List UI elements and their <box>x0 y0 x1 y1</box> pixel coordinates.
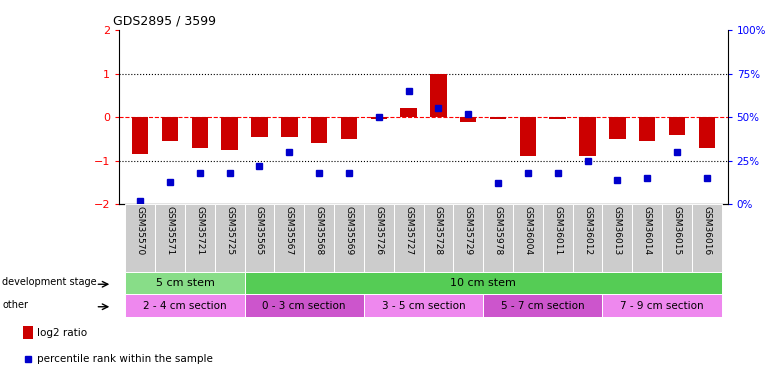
Bar <box>698 117 715 148</box>
Bar <box>126 204 155 272</box>
Bar <box>692 204 721 272</box>
Text: 5 - 7 cm section: 5 - 7 cm section <box>501 301 584 310</box>
Bar <box>454 204 483 272</box>
Bar <box>490 117 506 119</box>
Bar <box>393 204 424 272</box>
Text: GSM36016: GSM36016 <box>702 206 711 255</box>
Bar <box>520 117 536 156</box>
Bar <box>126 294 245 317</box>
Bar <box>370 117 387 119</box>
Text: GSM36015: GSM36015 <box>672 206 681 255</box>
Text: 5 cm stem: 5 cm stem <box>156 278 214 288</box>
Text: GSM36011: GSM36011 <box>553 206 562 255</box>
Text: GSM35568: GSM35568 <box>315 206 323 255</box>
Text: GSM35567: GSM35567 <box>285 206 294 255</box>
Text: GSM35726: GSM35726 <box>374 206 383 255</box>
Bar <box>126 272 245 294</box>
Text: GSM35729: GSM35729 <box>464 206 473 255</box>
Bar <box>274 204 304 272</box>
Bar <box>364 294 483 317</box>
Text: GSM35569: GSM35569 <box>344 206 353 255</box>
Bar <box>162 117 178 141</box>
Bar <box>364 204 393 272</box>
Text: 3 - 5 cm section: 3 - 5 cm section <box>382 301 465 310</box>
Text: GSM35571: GSM35571 <box>166 206 175 255</box>
Bar <box>639 117 655 141</box>
Bar <box>430 74 447 117</box>
Bar <box>155 204 185 272</box>
Bar <box>341 117 357 139</box>
Bar <box>662 204 692 272</box>
Bar <box>579 117 596 156</box>
Bar <box>245 272 721 294</box>
Bar <box>424 204 454 272</box>
Bar <box>602 204 632 272</box>
Text: GSM35978: GSM35978 <box>494 206 503 255</box>
Bar <box>304 204 334 272</box>
Bar <box>185 204 215 272</box>
Text: GDS2895 / 3599: GDS2895 / 3599 <box>113 15 216 27</box>
Text: development stage: development stage <box>2 277 97 287</box>
Text: GSM35721: GSM35721 <box>196 206 204 255</box>
Bar <box>609 117 625 139</box>
Bar <box>460 117 477 122</box>
Bar <box>483 294 602 317</box>
Text: log2 ratio: log2 ratio <box>37 328 87 338</box>
Text: 2 - 4 cm section: 2 - 4 cm section <box>143 301 226 310</box>
Bar <box>281 117 297 137</box>
Text: GSM35570: GSM35570 <box>136 206 145 255</box>
Bar <box>132 117 149 154</box>
Bar <box>215 204 245 272</box>
Bar <box>543 204 573 272</box>
Bar <box>222 117 238 150</box>
Bar <box>550 117 566 119</box>
Text: GSM35728: GSM35728 <box>434 206 443 255</box>
Text: GSM36014: GSM36014 <box>643 206 651 255</box>
Text: GSM35727: GSM35727 <box>404 206 413 255</box>
Text: GSM35565: GSM35565 <box>255 206 264 255</box>
Bar <box>245 294 364 317</box>
Text: 10 cm stem: 10 cm stem <box>450 278 516 288</box>
Text: other: other <box>2 300 28 309</box>
Bar <box>602 294 721 317</box>
Text: GSM36004: GSM36004 <box>524 206 532 255</box>
Bar <box>573 204 602 272</box>
Bar <box>483 204 513 272</box>
Bar <box>23 326 32 339</box>
Text: 7 - 9 cm section: 7 - 9 cm section <box>621 301 704 310</box>
Bar <box>632 204 662 272</box>
Bar <box>192 117 208 148</box>
Bar <box>334 204 364 272</box>
Bar <box>245 204 274 272</box>
Text: percentile rank within the sample: percentile rank within the sample <box>37 354 213 364</box>
Text: GSM36012: GSM36012 <box>583 206 592 255</box>
Bar <box>251 117 268 137</box>
Bar <box>669 117 685 135</box>
Text: GSM35725: GSM35725 <box>225 206 234 255</box>
Text: 0 - 3 cm section: 0 - 3 cm section <box>263 301 346 310</box>
Text: GSM36013: GSM36013 <box>613 206 622 255</box>
Bar <box>311 117 327 143</box>
Bar <box>400 108 417 117</box>
Bar <box>513 204 543 272</box>
